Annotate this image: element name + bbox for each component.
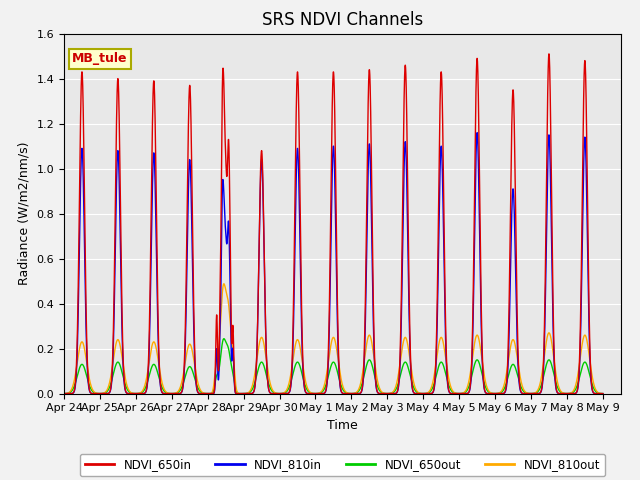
NDVI_650in (60, 391, 68, 396)
NDVI_810out (424, 389, 432, 395)
NDVI_810in (157, 386, 164, 392)
NDVI_810in (598, 391, 606, 396)
NDVI_810out (60, 391, 68, 396)
NDVI_810out (220, 281, 228, 287)
NDVI_810in (454, 391, 462, 396)
NDVI_650in (599, 391, 607, 396)
NDVI_810in (60, 391, 68, 396)
NDVI_650out (485, 389, 493, 395)
NDVI_810in (473, 130, 481, 135)
NDVI_650out (60, 391, 68, 396)
NDVI_650in (157, 384, 164, 390)
Line: NDVI_810in: NDVI_810in (64, 132, 603, 394)
NDVI_810out (314, 391, 321, 396)
NDVI_810in (424, 391, 432, 396)
NDVI_810out (454, 391, 462, 396)
NDVI_650out (220, 336, 228, 342)
NDVI_650in (424, 391, 432, 396)
Line: NDVI_650out: NDVI_650out (64, 339, 603, 394)
NDVI_650in (454, 391, 462, 396)
NDVI_650in (314, 391, 321, 396)
NDVI_650in (545, 51, 553, 57)
NDVI_650out (599, 391, 607, 396)
NDVI_650in (598, 391, 606, 396)
NDVI_810in (314, 391, 321, 396)
NDVI_650out (157, 381, 164, 387)
NDVI_810in (485, 391, 493, 396)
NDVI_810in (599, 391, 607, 396)
NDVI_810out (157, 374, 164, 380)
NDVI_650out (424, 390, 432, 396)
NDVI_810out (485, 388, 493, 394)
Text: MB_tule: MB_tule (72, 52, 128, 65)
NDVI_650out (598, 391, 606, 396)
X-axis label: Time: Time (327, 419, 358, 432)
NDVI_650out (314, 391, 321, 396)
Title: SRS NDVI Channels: SRS NDVI Channels (262, 11, 423, 29)
Line: NDVI_810out: NDVI_810out (64, 284, 603, 394)
NDVI_650out (454, 391, 462, 396)
NDVI_650in (484, 391, 492, 396)
Legend: NDVI_650in, NDVI_810in, NDVI_650out, NDVI_810out: NDVI_650in, NDVI_810in, NDVI_650out, NDV… (80, 454, 605, 476)
Y-axis label: Radiance (W/m2/nm/s): Radiance (W/m2/nm/s) (18, 142, 31, 285)
NDVI_810out (598, 391, 606, 396)
NDVI_810out (599, 391, 607, 396)
Line: NDVI_650in: NDVI_650in (64, 54, 603, 394)
